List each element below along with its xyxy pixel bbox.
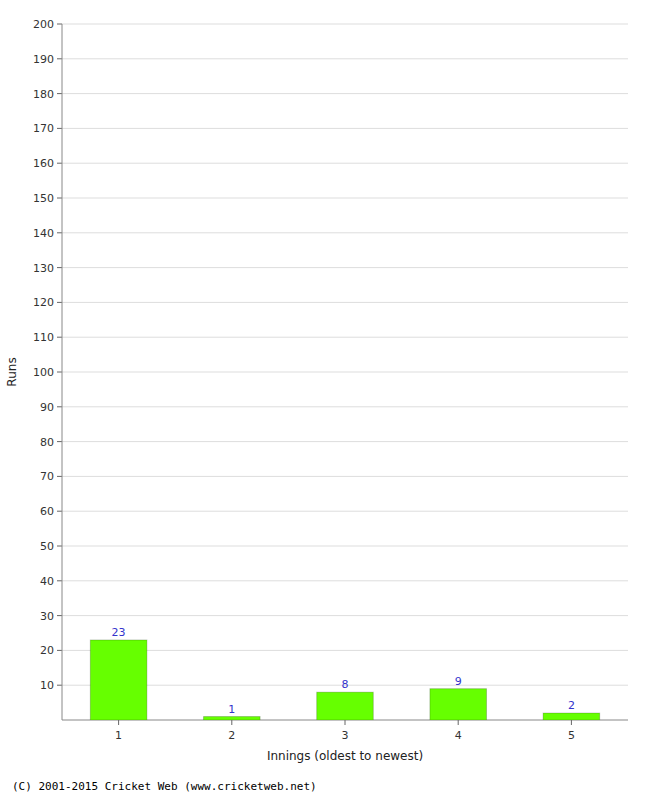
y-tick-label: 80: [40, 436, 54, 449]
y-tick-label: 130: [33, 262, 54, 275]
y-tick: [57, 406, 62, 407]
grid-line: [62, 615, 628, 616]
y-tick-label: 180: [33, 88, 54, 101]
grid: [62, 24, 628, 685]
y-tick: [57, 441, 62, 442]
y-tick-label: 100: [33, 366, 54, 379]
grid-line: [62, 232, 628, 233]
chart-container: 10 20 30 40 50 60 70 80 90 100 110 120 130 140 150 160 1…: [0, 0, 650, 800]
x-tick: [571, 720, 572, 725]
y-axis-label: Runs: [5, 357, 19, 386]
y-tick: [57, 511, 62, 512]
grid-line: [62, 24, 628, 25]
data-label: 8: [342, 678, 349, 691]
y-tick-label: 200: [33, 18, 54, 31]
grid-line: [62, 511, 628, 512]
x-tick: [231, 720, 232, 725]
y-tick: [57, 232, 62, 233]
y-tick: [57, 267, 62, 268]
bar: [90, 640, 147, 720]
grid-line: [62, 372, 628, 373]
x-tick: [118, 720, 119, 725]
x-axis-label: Innings (oldest to newest): [267, 749, 423, 763]
y-tick-label: 70: [40, 470, 54, 483]
y-tick: [57, 163, 62, 164]
y-tick-label: 90: [40, 401, 54, 414]
y-tick-label: 160: [33, 157, 54, 170]
y-tick: [57, 615, 62, 616]
grid-line: [62, 198, 628, 199]
y-tick: [57, 546, 62, 547]
grid-line: [62, 128, 628, 129]
grid-line: [62, 476, 628, 477]
data-label: 1: [228, 703, 235, 716]
y-tick: [57, 685, 62, 686]
data-labels: 23 1 8 9 2: [112, 626, 575, 716]
y-tick: [57, 93, 62, 94]
footer: (C) 2001-2015 Cricket Web (www.cricketwe…: [12, 780, 317, 793]
y-tick-label: 110: [33, 331, 54, 344]
y-tick-label: 50: [40, 540, 54, 553]
data-label: 2: [568, 699, 575, 712]
y-tick: [57, 128, 62, 129]
y-tick: [57, 580, 62, 581]
x-tick-label: 3: [342, 729, 349, 742]
y-tick: [57, 58, 62, 59]
bar: [317, 692, 374, 720]
bar: [430, 689, 487, 720]
y-tick-label: 20: [40, 644, 54, 657]
y-tick-label: 190: [33, 53, 54, 66]
axes: 10 20 30 40 50 60 70 80 90 100 110 120 130 140 150 160 1…: [33, 18, 628, 742]
x-tick-label: 2: [228, 729, 235, 742]
data-label: 9: [455, 675, 462, 688]
x-tick-label: 4: [455, 729, 462, 742]
y-tick-label: 30: [40, 610, 54, 623]
y-tick-label: 140: [33, 227, 54, 240]
grid-line: [62, 406, 628, 407]
y-tick: [57, 198, 62, 199]
y-tick-label: 60: [40, 505, 54, 518]
y-tick: [57, 337, 62, 338]
x-tick: [458, 720, 459, 725]
grid-line: [62, 58, 628, 59]
y-tick-label: 170: [33, 122, 54, 135]
grid-line: [62, 93, 628, 94]
y-tick-label: 10: [40, 679, 54, 692]
grid-line: [62, 441, 628, 442]
y-tick: [57, 24, 62, 25]
data-label: 23: [112, 626, 126, 639]
bars: [90, 640, 599, 720]
y-tick-label: 120: [33, 296, 54, 309]
bar: [543, 713, 600, 720]
grid-line: [62, 267, 628, 268]
y-tick: [57, 372, 62, 373]
bar: [204, 717, 261, 720]
y-tick: [57, 650, 62, 651]
y-axis-line: [62, 24, 63, 720]
y-tick-label: 150: [33, 192, 54, 205]
x-tick: [345, 720, 346, 725]
grid-line: [62, 546, 628, 547]
y-tick: [57, 302, 62, 303]
grid-line: [62, 163, 628, 164]
grid-line: [62, 302, 628, 303]
x-tick-label: 5: [568, 729, 575, 742]
x-tick-label: 1: [115, 729, 122, 742]
grid-line: [62, 337, 628, 338]
grid-line: [62, 580, 628, 581]
y-tick-label: 40: [40, 575, 54, 588]
chart: 10 20 30 40 50 60 70 80 90 100 110 120 130 140 150 160 1…: [0, 0, 650, 800]
y-tick: [57, 476, 62, 477]
